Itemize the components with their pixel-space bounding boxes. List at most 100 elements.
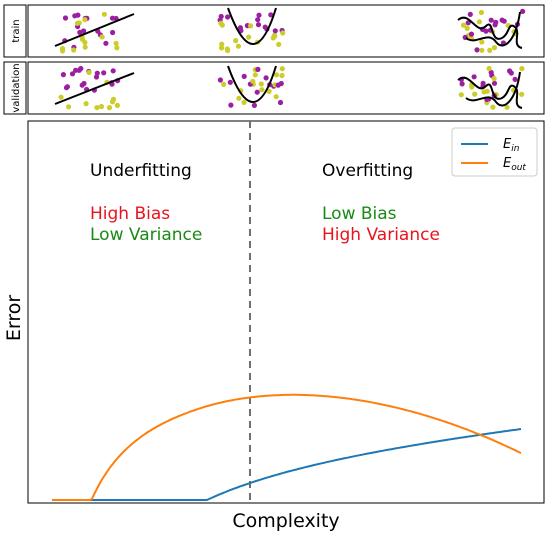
scatter-dot bbox=[471, 74, 477, 80]
scatter-dot bbox=[218, 13, 224, 20]
scatter-dot bbox=[508, 70, 514, 76]
scatter-dot bbox=[266, 88, 272, 94]
overfitting-variance: High Variance bbox=[322, 225, 440, 245]
scatter-dot bbox=[58, 94, 64, 100]
scatter-dot bbox=[273, 72, 280, 78]
scatter-dot bbox=[75, 12, 81, 18]
scatter-dot bbox=[255, 17, 261, 23]
scatter-dot bbox=[488, 69, 494, 76]
scatter-dot bbox=[217, 77, 223, 83]
scatter-dot bbox=[512, 76, 518, 82]
x-axis-label: Complexity bbox=[232, 510, 339, 532]
scatter-dot bbox=[83, 101, 89, 107]
scatter-dot bbox=[483, 28, 489, 34]
scatter-dot bbox=[103, 40, 109, 46]
scatter-dot bbox=[468, 31, 475, 37]
scatter-dot bbox=[59, 46, 66, 52]
scatter-dot bbox=[86, 69, 92, 76]
scatter-dot bbox=[460, 22, 467, 28]
scatter-dot bbox=[62, 15, 69, 21]
scatter-dot bbox=[499, 17, 505, 23]
scatter-dot bbox=[219, 41, 225, 47]
legend: Ein Eout bbox=[451, 127, 538, 177]
scatter-dot bbox=[73, 67, 79, 73]
scatter-dot bbox=[476, 19, 482, 25]
scatter-dot bbox=[60, 72, 66, 78]
scatter-dot bbox=[98, 103, 105, 110]
scatter-dot bbox=[459, 81, 465, 87]
scatter-dot bbox=[258, 81, 264, 87]
scatter-dot bbox=[64, 84, 70, 90]
scatter-dot bbox=[255, 22, 262, 28]
scatter-dot bbox=[109, 99, 116, 105]
scatter-dot bbox=[479, 47, 485, 53]
scatter-dot bbox=[233, 38, 239, 44]
underfitting-bias: High Bias bbox=[90, 204, 170, 224]
scatter-dot bbox=[279, 66, 285, 72]
scatter-dot bbox=[71, 47, 77, 53]
scatter-dot bbox=[519, 91, 525, 97]
scatter-dot bbox=[251, 102, 257, 108]
legend-eout-label: Eout bbox=[503, 156, 526, 173]
scatter-dot bbox=[277, 99, 284, 106]
plot-frame bbox=[27, 120, 545, 504]
scatter-dot bbox=[464, 25, 470, 31]
scatter-dot bbox=[487, 47, 493, 54]
scatter-dot bbox=[66, 104, 72, 110]
scatter-dot bbox=[472, 91, 478, 97]
scatter-dot bbox=[82, 17, 88, 23]
scatter-dot bbox=[93, 74, 100, 80]
scatter-dot bbox=[268, 12, 274, 18]
scatter-dot bbox=[491, 76, 497, 82]
scatter-dot bbox=[256, 12, 262, 18]
scatter-dot bbox=[248, 23, 254, 29]
scatter-dot bbox=[101, 70, 107, 76]
scatter-dot bbox=[490, 104, 496, 110]
scatter-dot bbox=[474, 47, 480, 53]
train-panel: train bbox=[3, 4, 545, 58]
scatter-dot bbox=[276, 41, 282, 48]
scatter-dot bbox=[77, 29, 83, 35]
scatter-dot bbox=[493, 19, 499, 25]
overfitting-title: Overfitting bbox=[322, 161, 413, 181]
scatter-dot bbox=[94, 105, 100, 111]
scatter-dot bbox=[219, 45, 225, 51]
train-linear-fit bbox=[54, 13, 135, 47]
scatter-dot bbox=[488, 17, 494, 23]
validation-quadratic-fit bbox=[227, 65, 277, 103]
scatter-dot bbox=[219, 22, 225, 28]
scatter-dot bbox=[110, 29, 116, 36]
scatter-dot bbox=[491, 45, 498, 51]
scatter-dot bbox=[114, 102, 120, 108]
scatter-dot bbox=[467, 11, 473, 17]
scatter-dot bbox=[109, 15, 116, 21]
underfitting-title: Underfitting bbox=[90, 161, 192, 181]
scatter-dot bbox=[504, 104, 510, 110]
validation-overfit-curve bbox=[457, 71, 523, 109]
scatter-dot bbox=[235, 43, 241, 49]
scatter-dot bbox=[484, 88, 490, 94]
ein-curve bbox=[52, 428, 522, 501]
legend-ein-label: Ein bbox=[503, 137, 520, 154]
scatter-dot bbox=[74, 20, 81, 26]
train-overfit-curve bbox=[457, 11, 523, 49]
scatter-dot bbox=[272, 28, 278, 34]
scatter-dot bbox=[82, 39, 88, 46]
scatter-dot bbox=[273, 94, 279, 100]
scatter-dot bbox=[110, 68, 116, 74]
validation-label: validation bbox=[11, 63, 22, 112]
scatter-dot bbox=[81, 80, 87, 87]
scatter-dot bbox=[263, 75, 269, 81]
scatter-dot bbox=[82, 44, 88, 50]
scatter-dot bbox=[280, 30, 286, 36]
scatter-dot bbox=[270, 35, 276, 41]
scatter-dot bbox=[99, 34, 105, 40]
scatter-dot bbox=[227, 79, 233, 85]
scatter-dot bbox=[237, 25, 243, 31]
scatter-dot bbox=[486, 65, 492, 72]
scatter-dot bbox=[275, 82, 281, 88]
scatter-dot bbox=[221, 81, 227, 87]
scatter-dot bbox=[255, 66, 261, 72]
scatter-dot bbox=[259, 87, 265, 93]
